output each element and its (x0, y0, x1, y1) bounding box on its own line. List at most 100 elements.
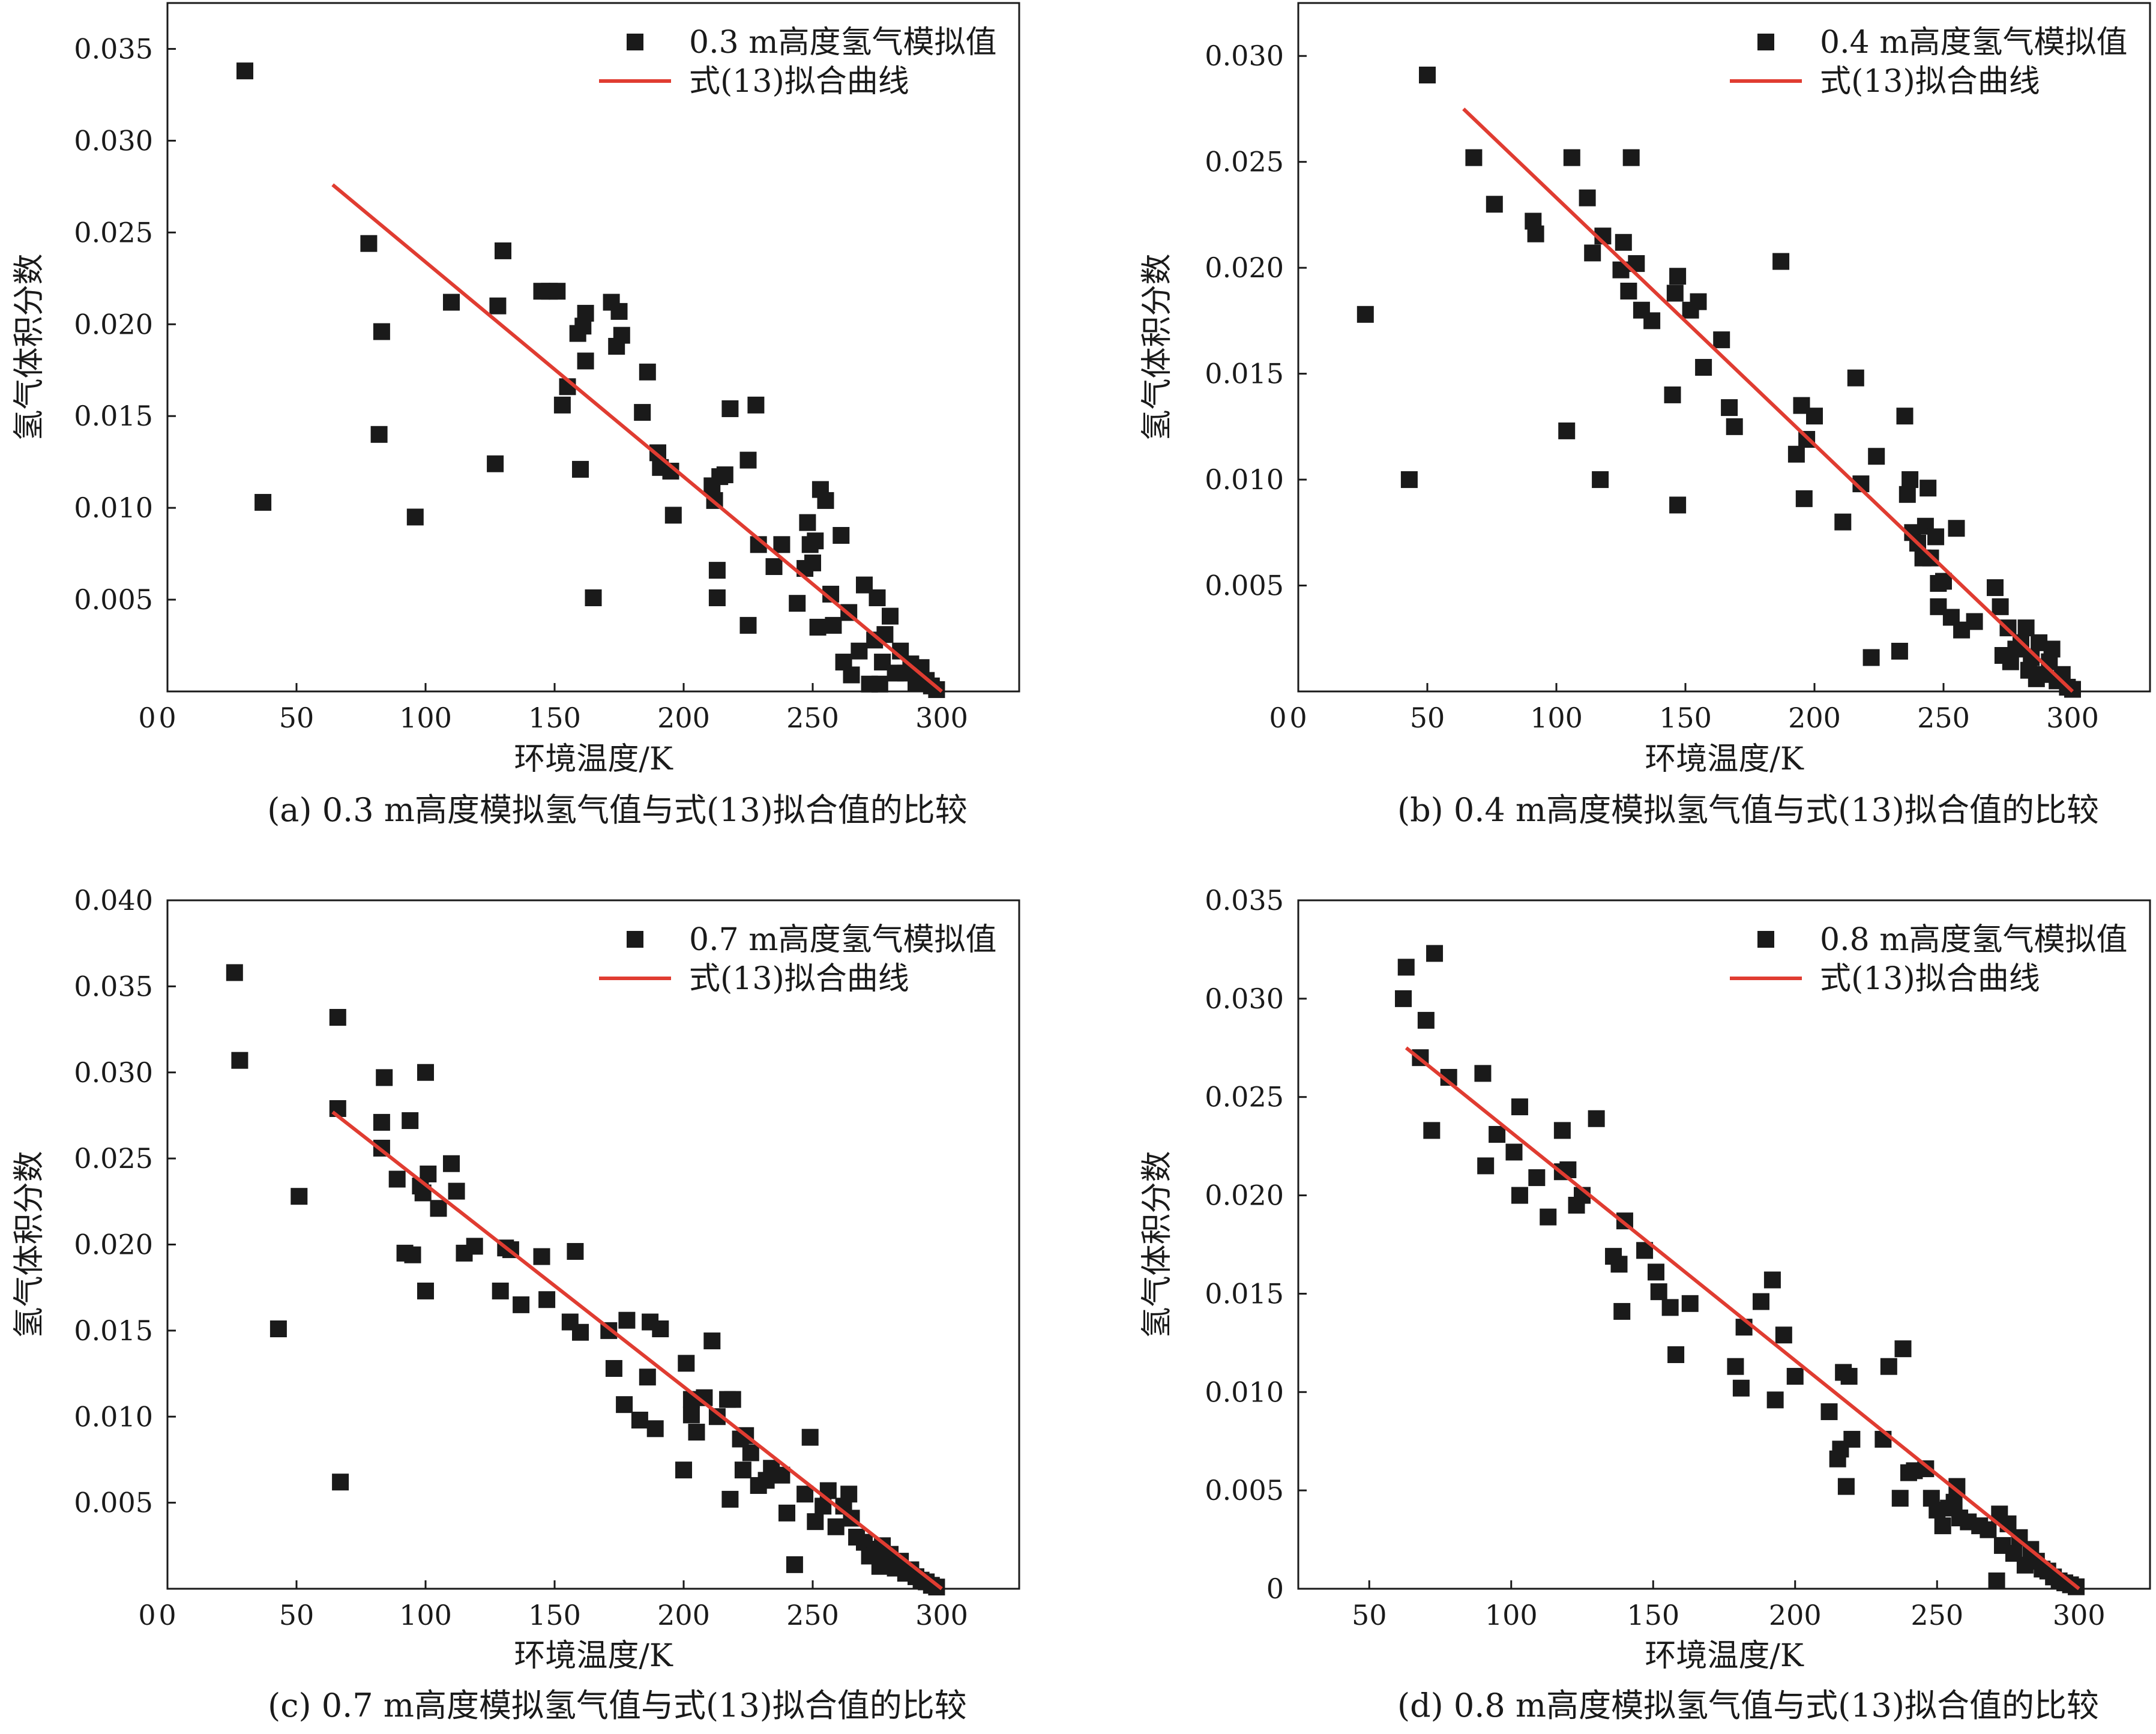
data-point (1528, 1169, 1546, 1187)
legend-label-scatter: 0.3 m高度氢气模拟值 (689, 25, 997, 61)
data-point (840, 1486, 858, 1503)
x-tick-label: 150 (528, 1599, 581, 1631)
data-point (1664, 386, 1681, 403)
data-point (1505, 1143, 1523, 1161)
data-point (448, 1182, 465, 1200)
data-point (1667, 1346, 1685, 1364)
y-tick-label: 0.010 (1205, 1376, 1284, 1408)
data-point (577, 352, 594, 370)
x-tick-label: 50 (279, 702, 315, 734)
data-point (1588, 1110, 1605, 1127)
data-point (1988, 1572, 2005, 1589)
data-point (1690, 293, 1707, 310)
x-axis-title: 环境温度/K (514, 1638, 673, 1674)
y-tick-label: 0.020 (74, 1229, 153, 1261)
x-tick-label: 0 (158, 1599, 176, 1631)
data-point (538, 1291, 556, 1308)
y-tick-label: 0.015 (1205, 358, 1284, 390)
data-point (618, 1311, 636, 1329)
data-point (1902, 471, 1919, 489)
data-point (1899, 486, 1916, 503)
x-tick-label: 0 (1289, 702, 1307, 734)
data-point (871, 675, 888, 693)
data-point (585, 589, 602, 607)
data-point (388, 1170, 406, 1188)
data-point (807, 532, 824, 550)
data-point (747, 396, 765, 414)
x-tick-label: 200 (657, 1599, 710, 1631)
data-point (1563, 149, 1580, 166)
data-point (1666, 284, 1684, 302)
data-point (799, 514, 816, 531)
panel-caption: (d) 0.8 m高度模拟氢气值与式(13)拟合值的比较 (1397, 1687, 2099, 1724)
y-tick-label: 0.035 (74, 970, 153, 1002)
origin-label: 0 (138, 1599, 155, 1631)
data-point (1423, 1122, 1441, 1139)
plot-frame (166, 899, 1020, 1590)
y-tick-label: 0.015 (1205, 1277, 1284, 1310)
y-axis-title: 氢气体积分数 (1139, 1151, 1175, 1338)
y-tick-label: 0.030 (74, 124, 153, 157)
data-point (370, 426, 388, 443)
data-point (1579, 189, 1596, 206)
y-tick-label: 0.010 (74, 1400, 153, 1433)
y-tick-label: 0.010 (74, 492, 153, 524)
data-point (417, 1282, 434, 1299)
data-point (492, 1282, 509, 1299)
data-point (236, 62, 253, 80)
data-point (1732, 1379, 1750, 1397)
data-point (1553, 1122, 1571, 1139)
data-point (721, 400, 739, 417)
x-tick-label: 150 (1659, 702, 1712, 734)
data-point (1511, 1187, 1528, 1204)
x-axis-title: 环境温度/K (514, 741, 673, 777)
data-point (1489, 1125, 1506, 1143)
data-point (1945, 1493, 1963, 1511)
data-point (1540, 1208, 1557, 1226)
x-tick-label: 300 (2046, 702, 2099, 734)
y-axis-title: 氢气体积分数 (11, 253, 47, 441)
data-point (1787, 445, 1805, 463)
data-point (406, 508, 424, 526)
data-point (1966, 613, 1983, 630)
data-point (553, 396, 571, 414)
x-tick-label: 250 (786, 702, 839, 734)
data-point (1650, 1283, 1667, 1301)
data-point (291, 1188, 308, 1205)
data-point (1834, 513, 1852, 531)
data-point (613, 327, 630, 344)
data-point (1615, 233, 1632, 251)
x-tick-label: 0 (158, 702, 176, 734)
y-axis-title: 氢气体积分数 (1139, 253, 1175, 441)
data-point (1727, 1358, 1744, 1375)
x-tick-label: 250 (1917, 702, 1970, 734)
x-tick-label: 300 (2053, 1599, 2106, 1631)
data-point (1669, 268, 1687, 285)
x-tick-label: 200 (1769, 1599, 1822, 1631)
data-point (226, 964, 243, 981)
data-point (739, 616, 757, 634)
legend-marker (627, 931, 643, 948)
fit-line (331, 183, 943, 693)
y-tick-label: 0.005 (74, 583, 153, 616)
y-tick-label: 0.030 (1205, 40, 1284, 72)
data-point (742, 1444, 759, 1462)
data-point (786, 1556, 803, 1573)
data-point (1584, 244, 1601, 262)
data-point (1395, 990, 1412, 1007)
data-point (577, 304, 594, 322)
data-point (1527, 225, 1544, 242)
data-point (402, 1112, 419, 1130)
x-tick-label: 200 (657, 702, 710, 734)
data-point (1486, 196, 1503, 213)
data-point (1417, 1011, 1435, 1029)
origin-label: 0 (1269, 702, 1286, 734)
data-point (1948, 520, 1965, 537)
data-point (1980, 1521, 1997, 1538)
data-point (1752, 1293, 1769, 1310)
legend-label-line: 式(13)拟合曲线 (689, 64, 909, 100)
data-point (605, 1359, 622, 1377)
data-point (1920, 480, 1937, 497)
y-axis-title: 氢气体积分数 (11, 1151, 47, 1338)
